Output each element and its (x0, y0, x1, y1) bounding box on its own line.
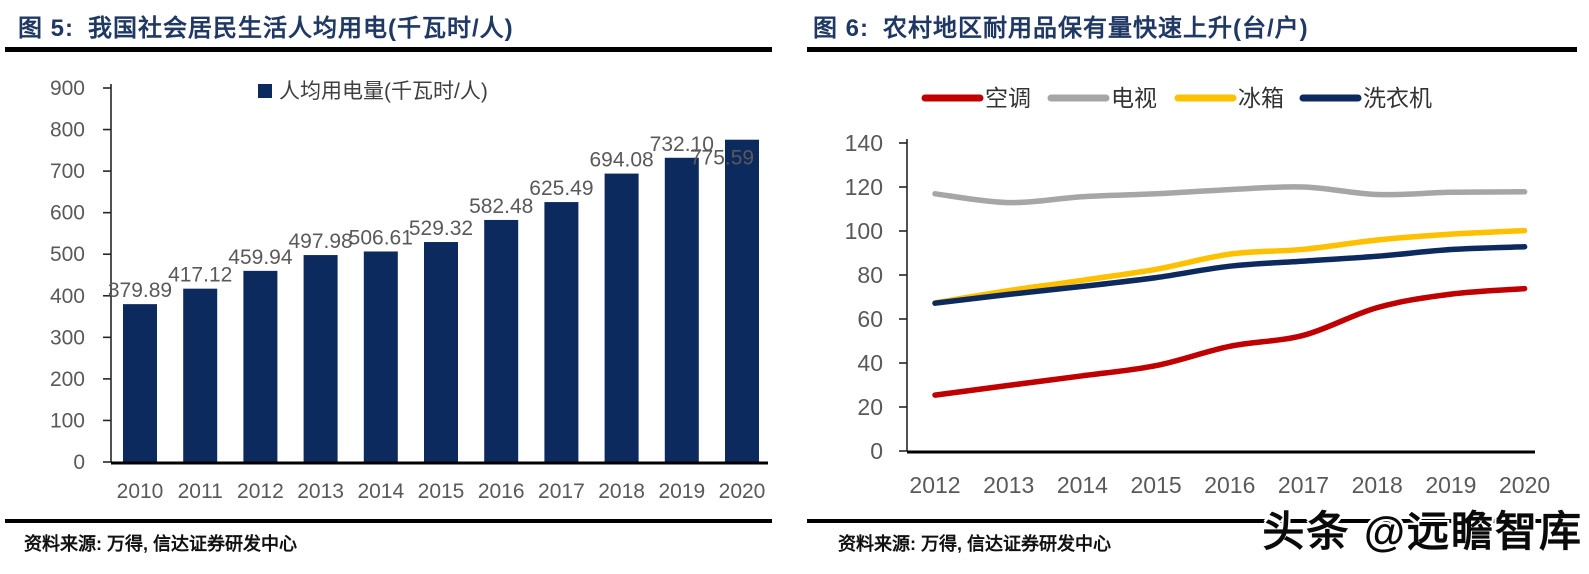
x-tick-label: 2015 (418, 480, 465, 503)
figure-6-title: 图 6: 农村地区耐用品保有量快速上升(台/户) (813, 8, 1309, 43)
x-tick-label: 2012 (909, 472, 960, 498)
bar-value-label: 732.10 (650, 133, 714, 156)
footer-divider-line (807, 519, 1577, 523)
y-tick-label: 500 (50, 243, 85, 266)
figure-5-title-prefix: 图 5: (18, 15, 75, 42)
figure-6-title-prefix: 图 6: (813, 15, 870, 42)
x-tick-label: 2014 (1057, 472, 1108, 498)
bar-2015 (424, 242, 458, 462)
bar-2011 (183, 288, 218, 462)
x-tick-label: 2018 (1352, 472, 1403, 498)
y-tick-label: 100 (50, 409, 85, 432)
bar-value-label: 506.61 (349, 226, 413, 249)
toutiao-watermark: 头条 @远瞻智库 (1262, 508, 1583, 555)
y-tick-label: 20 (857, 394, 883, 420)
bar-2013 (303, 255, 338, 462)
legend-label: 人均用电量(千瓦时/人) (279, 80, 488, 103)
y-tick-label: 140 (845, 130, 883, 156)
x-tick-label: 2014 (357, 480, 404, 503)
y-tick-label: 100 (845, 218, 883, 244)
bar-value-label: 459.94 (228, 246, 293, 269)
x-tick-label: 2020 (719, 480, 766, 503)
series-line-0 (932, 285, 1528, 398)
bar-value-label: 379.89 (108, 279, 172, 302)
x-tick-label: 2010 (117, 480, 164, 503)
source-note: 资料来源: 万得, 信达证券研发中心 (838, 534, 1111, 554)
y-tick-label: 400 (50, 285, 85, 308)
bar-value-label: 417.12 (168, 264, 232, 287)
figure-5-title-text: 我国社会居民生活人均用电(千瓦时/人) (88, 15, 514, 42)
bar-2010 (123, 304, 157, 462)
per-capita-electricity-bar-chart: 0 100 200 300 400 500 600 700 800 900 379.89 2010 41… (0, 60, 795, 520)
footer-divider-line (5, 519, 772, 523)
figure-5-title: 图 5: 我国社会居民生活人均用电(千瓦时/人) (18, 8, 514, 43)
x-tick-label: 2012 (237, 480, 284, 503)
bar-2016 (484, 219, 519, 462)
x-tick-label: 2017 (538, 480, 585, 503)
legend-label-1: 电视 (1111, 85, 1157, 111)
series-line-3 (932, 244, 1528, 306)
y-tick-label: 60 (857, 306, 883, 332)
bar-2014 (363, 251, 398, 462)
y-tick-label: 40 (857, 350, 883, 376)
rural-appliance-line-chart: 0 20 40 60 80 100 120 140 2012 2013 2014 2015 2016 20… (795, 60, 1589, 520)
y-tick-label: 0 (870, 438, 883, 464)
x-tick-label: 2011 (178, 480, 223, 503)
series-line-2 (932, 227, 1528, 306)
legend-label-0: 空调 (985, 85, 1031, 111)
x-tick-label: 2020 (1499, 472, 1550, 498)
bar-2018 (604, 173, 639, 462)
x-tick-label: 2016 (1204, 472, 1255, 498)
x-tick-label: 2019 (658, 480, 705, 503)
y-tick-label: 800 (50, 119, 85, 142)
title-divider-line (5, 47, 772, 52)
x-tick-label: 2017 (1278, 472, 1329, 498)
bar-value-label: 529.32 (409, 217, 473, 240)
bar-value-label: 694.08 (589, 149, 653, 172)
line-chart-svg: 0 20 40 60 80 100 120 140 2012 2013 2014 2015 2016 20… (845, 85, 1551, 498)
bar-value-label: 775.59 (690, 147, 754, 170)
legend-swatch (258, 84, 272, 98)
bar-2019 (664, 157, 699, 462)
figure-6-title-text: 农村地区耐用品保有量快速上升(台/户) (883, 15, 1309, 42)
x-tick-label: 2018 (598, 480, 645, 503)
y-tick-label: 300 (50, 326, 85, 349)
bar-2017 (544, 202, 579, 462)
bar-chart-svg: 0 100 200 300 400 500 600 700 800 900 379.89 2010 41… (50, 77, 768, 503)
x-tick-label: 2019 (1425, 472, 1476, 498)
bar-2020 (725, 139, 759, 462)
y-tick-label: 600 (50, 202, 85, 225)
figure-5-panel: 图 5: 我国社会居民生活人均用电(千瓦时/人) 0 100 200 300 400 500… (0, 8, 795, 554)
y-tick-label: 120 (845, 174, 883, 200)
bar-value-label: 582.48 (469, 195, 533, 218)
y-tick-label: 700 (50, 160, 85, 183)
y-tick-label: 200 (50, 368, 85, 391)
bar-value-label: 625.49 (529, 177, 593, 200)
y-tick-label: 0 (73, 451, 85, 474)
legend-label-2: 冰箱 (1238, 85, 1284, 111)
series-line-1 (932, 184, 1528, 206)
legend-label-3: 洗衣机 (1363, 85, 1432, 111)
y-tick-label: 80 (857, 262, 883, 288)
y-tick-label: 900 (50, 77, 85, 100)
x-tick-label: 2013 (297, 480, 344, 503)
title-divider-line (807, 47, 1577, 52)
source-note: 资料来源: 万得, 信达证券研发中心 (24, 534, 297, 554)
bar-value-label: 497.98 (288, 230, 352, 253)
figure-6-panel: 图 6: 农村地区耐用品保有量快速上升(台/户) 0 20 40 60 80 100 120 1… (795, 0, 1589, 574)
x-tick-label: 2015 (1131, 472, 1182, 498)
x-tick-label: 2016 (478, 480, 525, 503)
x-tick-label: 2013 (983, 472, 1034, 498)
bar-2012 (243, 270, 278, 462)
